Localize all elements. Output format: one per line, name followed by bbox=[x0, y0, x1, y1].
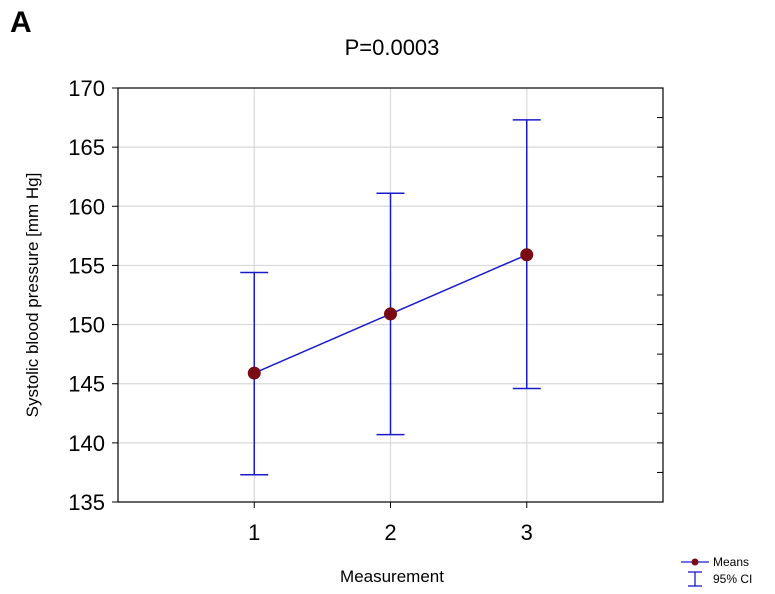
minor-ticks bbox=[657, 117, 663, 473]
mean-point bbox=[384, 307, 397, 321]
mean-points bbox=[247, 248, 534, 380]
y-tick-label: 170 bbox=[68, 76, 105, 101]
y-tick-label: 160 bbox=[68, 194, 105, 219]
legend-ci-label: 95% CI bbox=[713, 572, 752, 586]
y-tick-label: 150 bbox=[68, 313, 105, 338]
y-tick-label: 135 bbox=[68, 490, 105, 515]
x-tick-label: 2 bbox=[384, 520, 396, 545]
panel-label: A bbox=[10, 6, 32, 39]
y-tick-label: 155 bbox=[68, 253, 105, 278]
legend: Means 95% CI bbox=[681, 555, 752, 587]
x-axis: 1 2 3 bbox=[248, 502, 533, 545]
y-tick-label: 165 bbox=[68, 135, 105, 160]
chart-title: P=0.0003 bbox=[345, 35, 440, 60]
mean-point bbox=[247, 366, 261, 380]
legend-means-label: Means bbox=[713, 555, 749, 569]
mean-point bbox=[520, 248, 534, 262]
y-axis: 135 140 145 150 155 160 165 170 bbox=[68, 76, 118, 515]
legend-means-marker bbox=[691, 558, 699, 566]
x-tick-label: 1 bbox=[248, 520, 260, 545]
y-axis-label: Systolic blood pressure [mm Hg] bbox=[23, 173, 42, 418]
legend-ci-icon bbox=[688, 571, 702, 587]
y-tick-label: 145 bbox=[68, 372, 105, 397]
y-tick-label: 140 bbox=[68, 431, 105, 456]
x-tick-label: 3 bbox=[521, 520, 533, 545]
x-axis-label: Measurement bbox=[340, 567, 444, 586]
